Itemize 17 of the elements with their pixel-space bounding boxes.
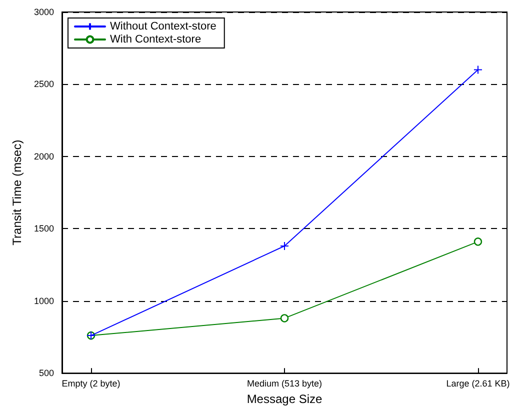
y-tick-label: 3000 <box>34 7 54 17</box>
legend-label: Without Context-store <box>110 20 216 32</box>
y-tick-label: 2500 <box>34 79 54 90</box>
legend-label: With Context-store <box>110 34 202 46</box>
x-tick-label: Large (2.61 KB) <box>446 378 510 389</box>
point <box>280 314 289 322</box>
y-tick-label: 1500 <box>34 224 54 234</box>
x-axis-title: Message Size <box>246 392 323 406</box>
point <box>473 65 482 74</box>
y-tick-label: 500 <box>38 368 54 378</box>
point <box>280 241 289 250</box>
point <box>474 238 482 246</box>
y-tick-label: 2000 <box>34 151 54 162</box>
y-tick-label: 1000 <box>34 296 54 306</box>
x-tick-label: Empty (2 byte) <box>62 378 120 389</box>
y-axis-title: Transit Time (msec) <box>10 140 24 246</box>
x-tick-label: Medium (513 byte) <box>246 378 322 389</box>
